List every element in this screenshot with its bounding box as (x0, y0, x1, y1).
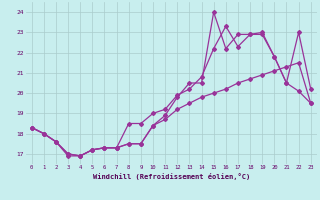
X-axis label: Windchill (Refroidissement éolien,°C): Windchill (Refroidissement éolien,°C) (92, 173, 250, 180)
